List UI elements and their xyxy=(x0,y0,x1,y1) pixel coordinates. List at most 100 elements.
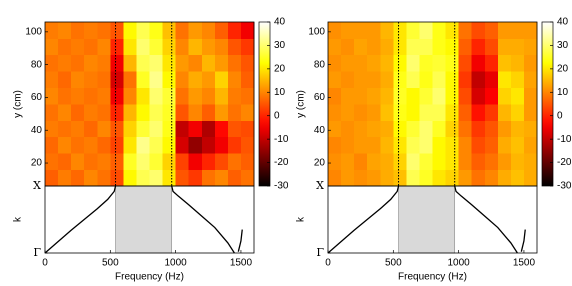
heat-cell xyxy=(58,153,72,170)
heat-cell xyxy=(227,22,242,39)
heat-cell xyxy=(510,38,525,56)
colorbar-tick-label: 40 xyxy=(274,17,286,28)
heat-cell xyxy=(175,87,190,105)
y-tick-label: 40 xyxy=(314,125,326,136)
heat-cell xyxy=(380,38,394,56)
heat-cell xyxy=(240,136,255,154)
heat-cell xyxy=(458,153,473,170)
heat-cell xyxy=(175,136,190,154)
heat-cell xyxy=(71,169,85,187)
heat-cell xyxy=(45,104,59,121)
heat-cell xyxy=(162,87,177,105)
heat-cell xyxy=(497,38,512,56)
heat-cell xyxy=(523,22,538,39)
heat-cell xyxy=(341,169,355,187)
heat-cell xyxy=(201,87,216,105)
heat-cell xyxy=(432,38,446,56)
heat-cell xyxy=(162,54,177,72)
heat-cell xyxy=(432,54,446,72)
heat-cell xyxy=(84,22,98,39)
heat-cell xyxy=(136,38,150,56)
heat-cell xyxy=(188,136,203,154)
colorbar-tick-label: 40 xyxy=(557,17,569,28)
heat-cell xyxy=(458,87,473,105)
heat-cell xyxy=(497,22,512,39)
heat-cell xyxy=(406,169,420,187)
heat-cell xyxy=(162,153,177,170)
heat-cell xyxy=(188,87,203,105)
heat-cell xyxy=(406,71,420,88)
heat-cell xyxy=(97,120,111,138)
heat-cell xyxy=(227,87,242,105)
heat-cell xyxy=(432,169,446,187)
heat-cell xyxy=(523,153,538,170)
heat-cell xyxy=(240,169,255,187)
heat-cell xyxy=(58,104,72,121)
heat-cell xyxy=(432,87,446,105)
heat-cell xyxy=(328,71,342,88)
heat-cell xyxy=(393,169,407,187)
heat-cell xyxy=(393,87,407,105)
heat-cell xyxy=(84,87,98,105)
heat-cell xyxy=(123,104,137,121)
heat-cell xyxy=(471,104,486,121)
heat-cell xyxy=(484,120,499,138)
heat-cell xyxy=(458,71,473,88)
heat-cell xyxy=(240,153,255,170)
heat-cell xyxy=(523,120,538,138)
heat-cell xyxy=(97,71,111,88)
heat-cell xyxy=(123,153,137,170)
heat-cell xyxy=(201,120,216,138)
heat-cell xyxy=(484,38,499,56)
heat-cell xyxy=(419,54,433,72)
heat-cell xyxy=(123,54,137,72)
heat-cell xyxy=(162,120,177,138)
heat-cell xyxy=(341,136,355,154)
heat-cell xyxy=(45,22,59,39)
heat-cell xyxy=(445,136,460,154)
heat-cell xyxy=(367,71,381,88)
colorbar-tick-label: -30 xyxy=(557,181,572,192)
heat-cell xyxy=(341,120,355,138)
heat-cell xyxy=(419,136,433,154)
colorbar-tick-label: -20 xyxy=(274,157,289,168)
heat-cell xyxy=(110,104,124,121)
heat-cell xyxy=(354,54,368,72)
heat-cell xyxy=(227,54,242,72)
heat-cell xyxy=(214,153,229,170)
heat-cell xyxy=(188,38,203,56)
heat-cell xyxy=(58,136,72,154)
heat-cell xyxy=(445,22,460,39)
x-axis-label: Frequency (Hz) xyxy=(115,272,184,283)
colorbar xyxy=(541,21,554,187)
heat-cell xyxy=(458,104,473,121)
heat-cell xyxy=(97,136,111,154)
heat-cell xyxy=(380,153,394,170)
dispersion-curve xyxy=(44,185,117,254)
heat-cell xyxy=(110,153,124,170)
heat-cell xyxy=(149,54,163,72)
heat-cell xyxy=(484,71,499,88)
y-tick-label: 40 xyxy=(31,125,43,136)
heat-cell xyxy=(188,169,203,187)
heat-cell xyxy=(354,38,368,56)
heat-cell xyxy=(110,38,124,56)
heat-cell xyxy=(214,104,229,121)
heat-cell xyxy=(393,54,407,72)
k-axis-label: k xyxy=(296,216,307,222)
k-tick-label: Γ xyxy=(316,246,324,259)
dispersion-curve xyxy=(327,185,400,254)
y-tick-label: 100 xyxy=(308,26,325,37)
heat-cell xyxy=(471,136,486,154)
heat-cell xyxy=(471,87,486,105)
heat-cell xyxy=(175,54,190,72)
heat-cell xyxy=(188,120,203,138)
heat-cell xyxy=(432,104,446,121)
heat-cell xyxy=(97,87,111,105)
x-tick-label: 0 xyxy=(325,258,331,269)
heat-cell xyxy=(110,120,124,138)
heat-cell xyxy=(367,153,381,170)
y-axis-label: y (cm) xyxy=(296,90,307,118)
heat-cell xyxy=(58,169,72,187)
